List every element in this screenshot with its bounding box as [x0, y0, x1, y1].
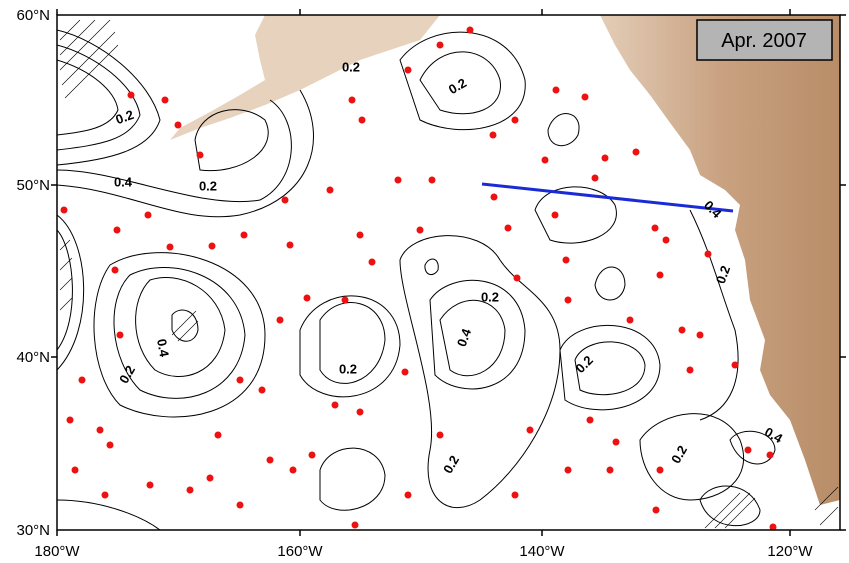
- lat-label: 60°N: [16, 7, 50, 24]
- lon-label: 140°W: [519, 543, 565, 560]
- date-box-bg: [696, 19, 833, 61]
- date-label: Apr. 2007: [721, 30, 807, 52]
- map-body: 0.2 0.4 0.2 0.2 0.2 0.4 0.2 0.2 0.4 0.2 …: [57, 15, 840, 530]
- ticks: [51, 9, 846, 536]
- contour-label: 0.2: [481, 289, 499, 304]
- contour-label: 0.4: [154, 338, 172, 359]
- lat-label: 50°N: [16, 177, 50, 194]
- float-positions: [60, 26, 777, 530]
- contour-label: 0.2: [199, 178, 217, 193]
- lon-labels: 180°W 160°W 140°W 120°W: [34, 543, 813, 560]
- lat-labels: 60°N 50°N 40°N 30°N: [16, 7, 50, 539]
- contour-label: 0.2: [114, 107, 136, 127]
- hatched-regions: [59, 19, 839, 529]
- section-line: [481, 182, 734, 213]
- contour-label: 0.2: [713, 264, 733, 286]
- contour-label: 0.4: [114, 174, 133, 189]
- north-america: [600, 15, 840, 505]
- map-frame: [56, 14, 841, 531]
- lon-label: 160°W: [277, 543, 323, 560]
- contour-label: 0.2: [339, 361, 357, 376]
- lon-label: 120°W: [767, 543, 813, 560]
- lat-label: 30°N: [16, 522, 50, 539]
- alaska: [170, 15, 440, 140]
- lon-label: 180°W: [34, 543, 80, 560]
- contour-labels: 0.2 0.4 0.2 0.2 0.2 0.4 0.2 0.2 0.4 0.2 …: [114, 59, 786, 476]
- contour-label: 0.2: [342, 59, 360, 74]
- contour-label: 0.4: [454, 326, 475, 349]
- date-box: Apr. 2007: [696, 19, 833, 61]
- lat-label: 40°N: [16, 349, 50, 366]
